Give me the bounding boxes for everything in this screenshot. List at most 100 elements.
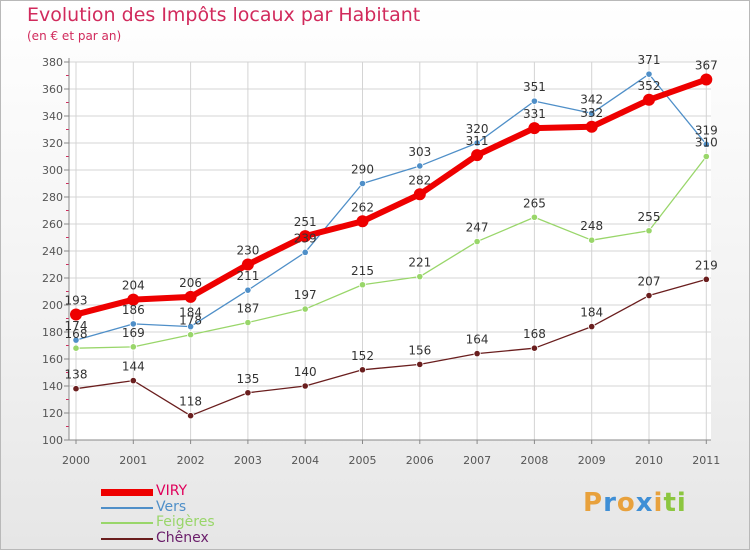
legend-swatch <box>101 522 153 524</box>
x-tick-label: 2010 <box>635 454 663 467</box>
data-point-feigères <box>301 305 309 313</box>
data-label-chênex: 184 <box>580 306 603 320</box>
data-label-feigères: 265 <box>523 196 546 210</box>
logo-letter: i <box>653 488 664 518</box>
data-point-chênex <box>187 412 195 420</box>
data-label-viry: 193 <box>65 293 88 307</box>
data-point-chênex <box>129 376 137 385</box>
data-point-feigères <box>530 213 539 221</box>
data-label-chênex: 118 <box>179 395 202 409</box>
x-tick-label: 2000 <box>62 454 90 467</box>
y-tick-label: 280 <box>42 191 63 204</box>
series-line-vers <box>75 73 707 341</box>
data-point-feigères <box>244 318 252 327</box>
y-tick-label: 100 <box>42 434 63 447</box>
legend-label: VIRY <box>156 483 188 499</box>
data-label-viry: 367 <box>695 59 718 73</box>
logo-letter: r <box>603 488 617 518</box>
data-label-feigères: 221 <box>408 256 431 270</box>
data-label-vers: 303 <box>408 145 431 159</box>
data-point-viry <box>413 188 426 201</box>
data-point-viry <box>356 215 369 228</box>
data-label-chênex: 219 <box>695 258 718 272</box>
data-point-vers <box>702 140 710 148</box>
series-line-viry <box>73 76 710 318</box>
data-label-feigères: 247 <box>466 221 489 235</box>
legend-swatch <box>101 488 153 496</box>
data-label-chênex: 152 <box>351 349 374 363</box>
data-point-feigères <box>588 236 596 244</box>
legend-label: Chênex <box>156 529 209 546</box>
data-point-chênex <box>358 366 367 374</box>
data-label-viry: 311 <box>466 134 489 148</box>
data-label-vers: 342 <box>580 92 603 106</box>
data-point-vers <box>72 336 80 344</box>
y-tick-label: 240 <box>42 245 63 258</box>
data-point-chênex <box>702 275 710 283</box>
data-label-chênex: 144 <box>122 360 145 374</box>
logo-letter: t <box>663 488 677 518</box>
data-label-viry: 331 <box>523 107 546 121</box>
data-label-feigères: 187 <box>236 302 259 316</box>
data-label-vers: 290 <box>351 163 374 177</box>
x-tick-label: 2006 <box>406 454 434 467</box>
data-label-vers: 351 <box>523 80 546 94</box>
data-point-chênex <box>72 385 80 393</box>
data-point-feigères <box>129 343 137 351</box>
legend-label: Feigères <box>156 514 215 530</box>
y-tick-label: 360 <box>42 83 63 96</box>
data-label-chênex: 140 <box>294 365 317 379</box>
data-point-chênex <box>645 291 653 300</box>
data-point-chênex <box>530 344 539 352</box>
chart-subtitle: (en € et par an) <box>27 29 122 43</box>
legend-swatch <box>101 537 153 540</box>
data-label-vers: 211 <box>236 269 259 283</box>
data-point-feigères <box>358 281 367 289</box>
x-tick-label: 2011 <box>692 454 720 467</box>
data-label-viry: 332 <box>580 106 603 120</box>
data-point-vers <box>588 109 596 117</box>
data-label-vers: 239 <box>294 231 317 245</box>
y-tick-label: 340 <box>42 110 63 123</box>
y-tick-label: 260 <box>42 218 63 231</box>
y-tick-label: 140 <box>42 380 63 393</box>
data-label-feigères: 169 <box>122 326 145 340</box>
data-point-feigères <box>187 331 195 339</box>
y-tick-label: 180 <box>42 326 63 339</box>
data-label-feigères: 248 <box>580 219 603 233</box>
y-tick-label: 380 <box>42 56 63 69</box>
data-point-chênex <box>301 382 309 390</box>
data-point-viry <box>70 308 82 321</box>
data-label-viry: 230 <box>236 244 259 258</box>
data-point-vers <box>129 320 137 328</box>
data-label-viry: 251 <box>294 215 317 229</box>
data-label-viry: 206 <box>179 276 202 290</box>
data-label-vers: 320 <box>466 122 489 136</box>
data-point-viry <box>299 230 312 243</box>
proxiti-logo: Proxiti <box>583 488 687 518</box>
data-label-viry: 282 <box>408 173 431 187</box>
data-point-feigères <box>702 152 710 161</box>
data-point-chênex <box>473 349 481 358</box>
data-point-vers <box>301 248 309 256</box>
data-point-chênex <box>244 389 252 397</box>
data-label-feigères: 178 <box>179 314 202 328</box>
data-point-viry <box>241 258 254 271</box>
data-point-feigères <box>416 273 424 281</box>
x-tick-label: 2009 <box>578 454 606 467</box>
logo-letter: x <box>635 488 654 518</box>
x-tick-label: 2002 <box>177 454 205 467</box>
data-point-vers <box>530 97 539 105</box>
x-tick-label: 2008 <box>520 454 548 467</box>
data-point-feigères <box>473 237 481 246</box>
y-tick-label: 220 <box>42 272 63 285</box>
y-tick-label: 300 <box>42 164 63 177</box>
data-point-viry <box>471 149 484 162</box>
x-tick-label: 2004 <box>291 454 319 467</box>
data-point-viry <box>643 93 655 106</box>
data-point-feigères <box>645 227 653 235</box>
data-label-feigères: 310 <box>695 136 718 150</box>
data-point-viry <box>585 120 598 133</box>
